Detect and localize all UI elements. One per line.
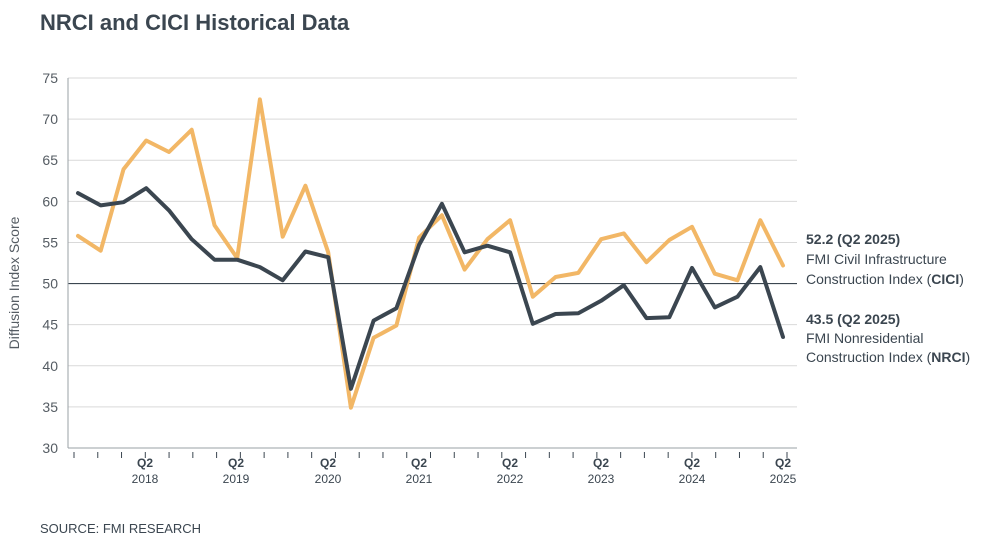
y-axis: 30 35 40 45 50 55 60 65 70 75	[42, 70, 69, 456]
annotation-nrci-prefix: Construction Index (	[806, 349, 932, 365]
annotation-nrci: 43.5 (Q2 2025) FMI Nonresidential Constr…	[806, 311, 970, 365]
y-tick-label: 50	[42, 276, 58, 292]
annotation-cici-line1: FMI Civil Infrastructure	[806, 251, 947, 267]
series-line-cici	[76, 97, 785, 410]
y-tick-label: 45	[42, 317, 58, 333]
annotation-cici-value: 52.2 (Q2 2025)	[806, 231, 900, 247]
x-tick-year-label: 2024	[679, 472, 706, 486]
x-tick-year-label: 2018	[132, 472, 159, 486]
x-tick-quarter-label: Q2	[593, 456, 609, 470]
annotation-nrci-line2: Construction Index (NRCI)	[806, 349, 970, 365]
x-axis: Q2 2018 Q2 2019 Q2 2020 Q2 2021 Q2 2022 Q2 2023 Q2 20…	[68, 447, 797, 486]
x-tick-year-label: 2025	[770, 472, 797, 486]
x-tick-year-label: 2019	[223, 472, 250, 486]
annotation-cici-abbr: CICI	[931, 271, 959, 287]
y-tick-label: 60	[42, 193, 58, 209]
x-tick-year-label: 2023	[588, 472, 615, 486]
y-tick-label: 70	[42, 111, 58, 127]
source-note: SOURCE: FMI RESEARCH	[40, 521, 202, 536]
annotation-cici-suffix: )	[959, 271, 964, 287]
x-tick-quarter-label: Q2	[502, 456, 518, 470]
series-line-nrci	[76, 186, 785, 391]
grid-lines	[68, 77, 797, 449]
annotation-nrci-line1: FMI Nonresidential	[806, 330, 924, 346]
y-tick-label: 35	[42, 399, 58, 415]
y-axis-label: Diffusion Index Score	[6, 216, 22, 349]
x-tick-quarter-label: Q2	[137, 456, 153, 470]
series-lines	[76, 97, 785, 410]
x-tick-quarter-label: Q2	[684, 456, 700, 470]
x-tick-year-label: 2022	[497, 472, 524, 486]
x-tick-quarter-label: Q2	[320, 456, 336, 470]
chart-title: NRCI and CICI Historical Data	[40, 10, 350, 35]
x-tick-year-label: 2021	[406, 472, 433, 486]
annotation-cici: 52.2 (Q2 2025) FMI Civil Infrastructure …	[806, 231, 964, 287]
y-tick-label: 65	[42, 152, 58, 168]
y-tick-label: 30	[42, 440, 58, 456]
x-tick-quarter-label: Q2	[411, 456, 427, 470]
annotation-cici-line2: Construction Index (CICI)	[806, 271, 964, 287]
x-tick-year-label: 2020	[315, 472, 342, 486]
annotation-cici-prefix: Construction Index (	[806, 271, 932, 287]
y-tick-label: 55	[42, 234, 58, 250]
x-tick-quarter-label: Q2	[228, 456, 244, 470]
annotation-nrci-suffix: )	[966, 349, 971, 365]
y-tick-label: 75	[42, 70, 58, 86]
x-tick-quarter-label: Q2	[775, 456, 791, 470]
annotation-nrci-value: 43.5 (Q2 2025)	[806, 311, 900, 327]
y-tick-label: 40	[42, 358, 58, 374]
annotation-nrci-abbr: NRCI	[931, 349, 965, 365]
